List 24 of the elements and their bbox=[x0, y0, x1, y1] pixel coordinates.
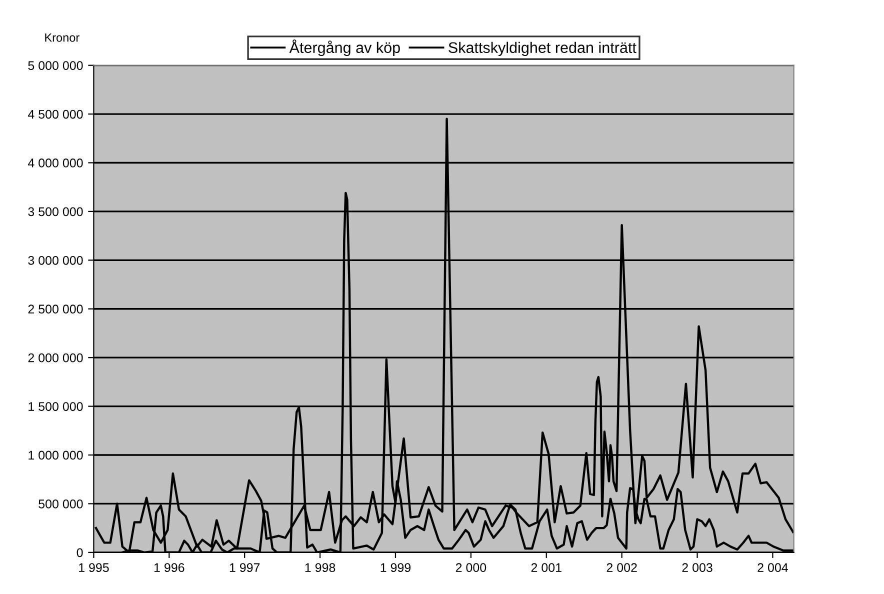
y-tick-label: 500 000 bbox=[38, 500, 83, 508]
y-tick-label: 2 000 000 bbox=[28, 353, 83, 362]
y-tick-label: 2 500 000 bbox=[28, 304, 83, 314]
x-tick-label: 2 003 bbox=[682, 563, 712, 572]
x-tick-label: 2 002 bbox=[606, 563, 637, 572]
x-tick-label: 1 995 bbox=[79, 563, 109, 572]
y-tick-label: 1 000 000 bbox=[28, 450, 83, 460]
x-tick-label: 2 001 bbox=[531, 563, 562, 572]
x-tick-label: 1 998 bbox=[305, 563, 336, 572]
x-tick-label: 1 996 bbox=[154, 563, 184, 572]
x-tick-label: 1 999 bbox=[380, 563, 411, 572]
x-tick-label: 1 997 bbox=[230, 563, 260, 572]
legend-label: Skattskyldighet redan inträtt bbox=[448, 42, 636, 56]
y-tick-label: 1 500 000 bbox=[28, 402, 83, 411]
x-tick-label: 2 000 bbox=[456, 563, 486, 572]
y-tick-label: 0 bbox=[76, 548, 83, 558]
y-tick-label: 3 000 000 bbox=[28, 256, 83, 265]
y-tick-label: 3 500 000 bbox=[28, 207, 83, 216]
legend-label: Återgång av köp bbox=[289, 40, 400, 56]
y-axis-title: Kronor bbox=[45, 34, 80, 42]
x-tick-label: 2 004 bbox=[758, 563, 788, 572]
y-tick-label: 4 500 000 bbox=[28, 110, 83, 119]
y-tick-label: 5 000 000 bbox=[28, 61, 83, 70]
y-tick-label: 4 000 000 bbox=[28, 158, 83, 168]
